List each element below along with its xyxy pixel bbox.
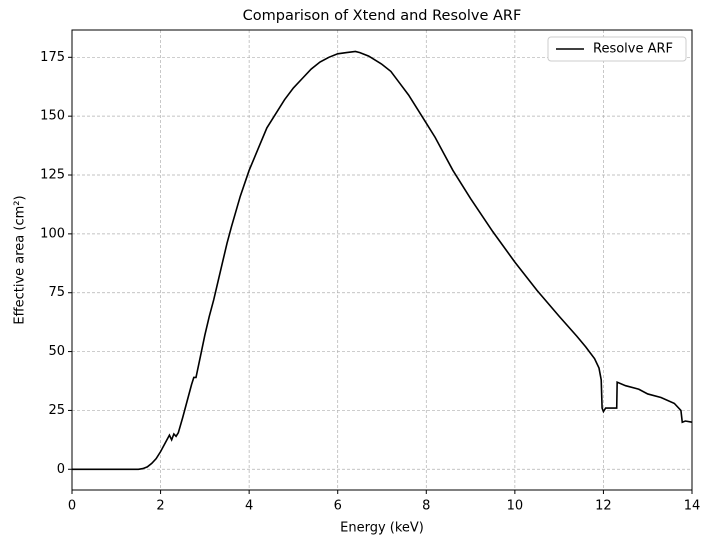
y-tick-label: 0 — [57, 462, 65, 477]
chart-title: Comparison of Xtend and Resolve ARF — [243, 8, 522, 24]
x-axis-label: Energy (keV) — [340, 521, 424, 536]
y-tick-label: 175 — [40, 50, 65, 65]
y-tick-label: 125 — [40, 168, 65, 183]
x-tick-label: 4 — [245, 499, 253, 514]
x-tick-label: 6 — [334, 499, 342, 514]
y-tick-label: 75 — [48, 285, 65, 300]
x-tick-label: 12 — [595, 499, 612, 514]
y-tick-label: 150 — [40, 109, 65, 124]
y-tick-label: 25 — [48, 403, 65, 418]
x-tick-label: 10 — [507, 499, 524, 514]
x-tick-label: 2 — [156, 499, 164, 514]
x-tick-label: 8 — [422, 499, 430, 514]
legend-label: Resolve ARF — [593, 42, 673, 57]
y-tick-label: 100 — [40, 226, 65, 241]
y-tick-label: 50 — [48, 344, 65, 359]
data-line — [72, 50, 693, 471]
x-tick-label: 0 — [68, 499, 76, 514]
y-axis-label: Effective area (cm²) — [13, 195, 28, 324]
plot-frame — [71, 29, 693, 491]
x-tick-label: 14 — [684, 499, 701, 514]
legend-box — [547, 36, 687, 62]
